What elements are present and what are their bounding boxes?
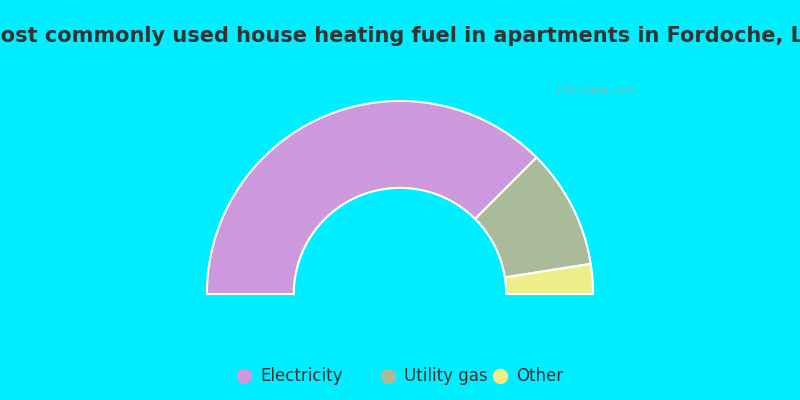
Polygon shape [207,101,537,294]
Polygon shape [475,158,590,278]
Polygon shape [505,264,593,294]
Text: Other: Other [516,367,563,385]
Text: Electricity: Electricity [260,367,342,385]
Text: Utility gas: Utility gas [404,367,488,385]
Text: City-Data.com: City-Data.com [557,86,636,96]
Text: Most commonly used house heating fuel in apartments in Fordoche, LA: Most commonly used house heating fuel in… [0,26,800,46]
